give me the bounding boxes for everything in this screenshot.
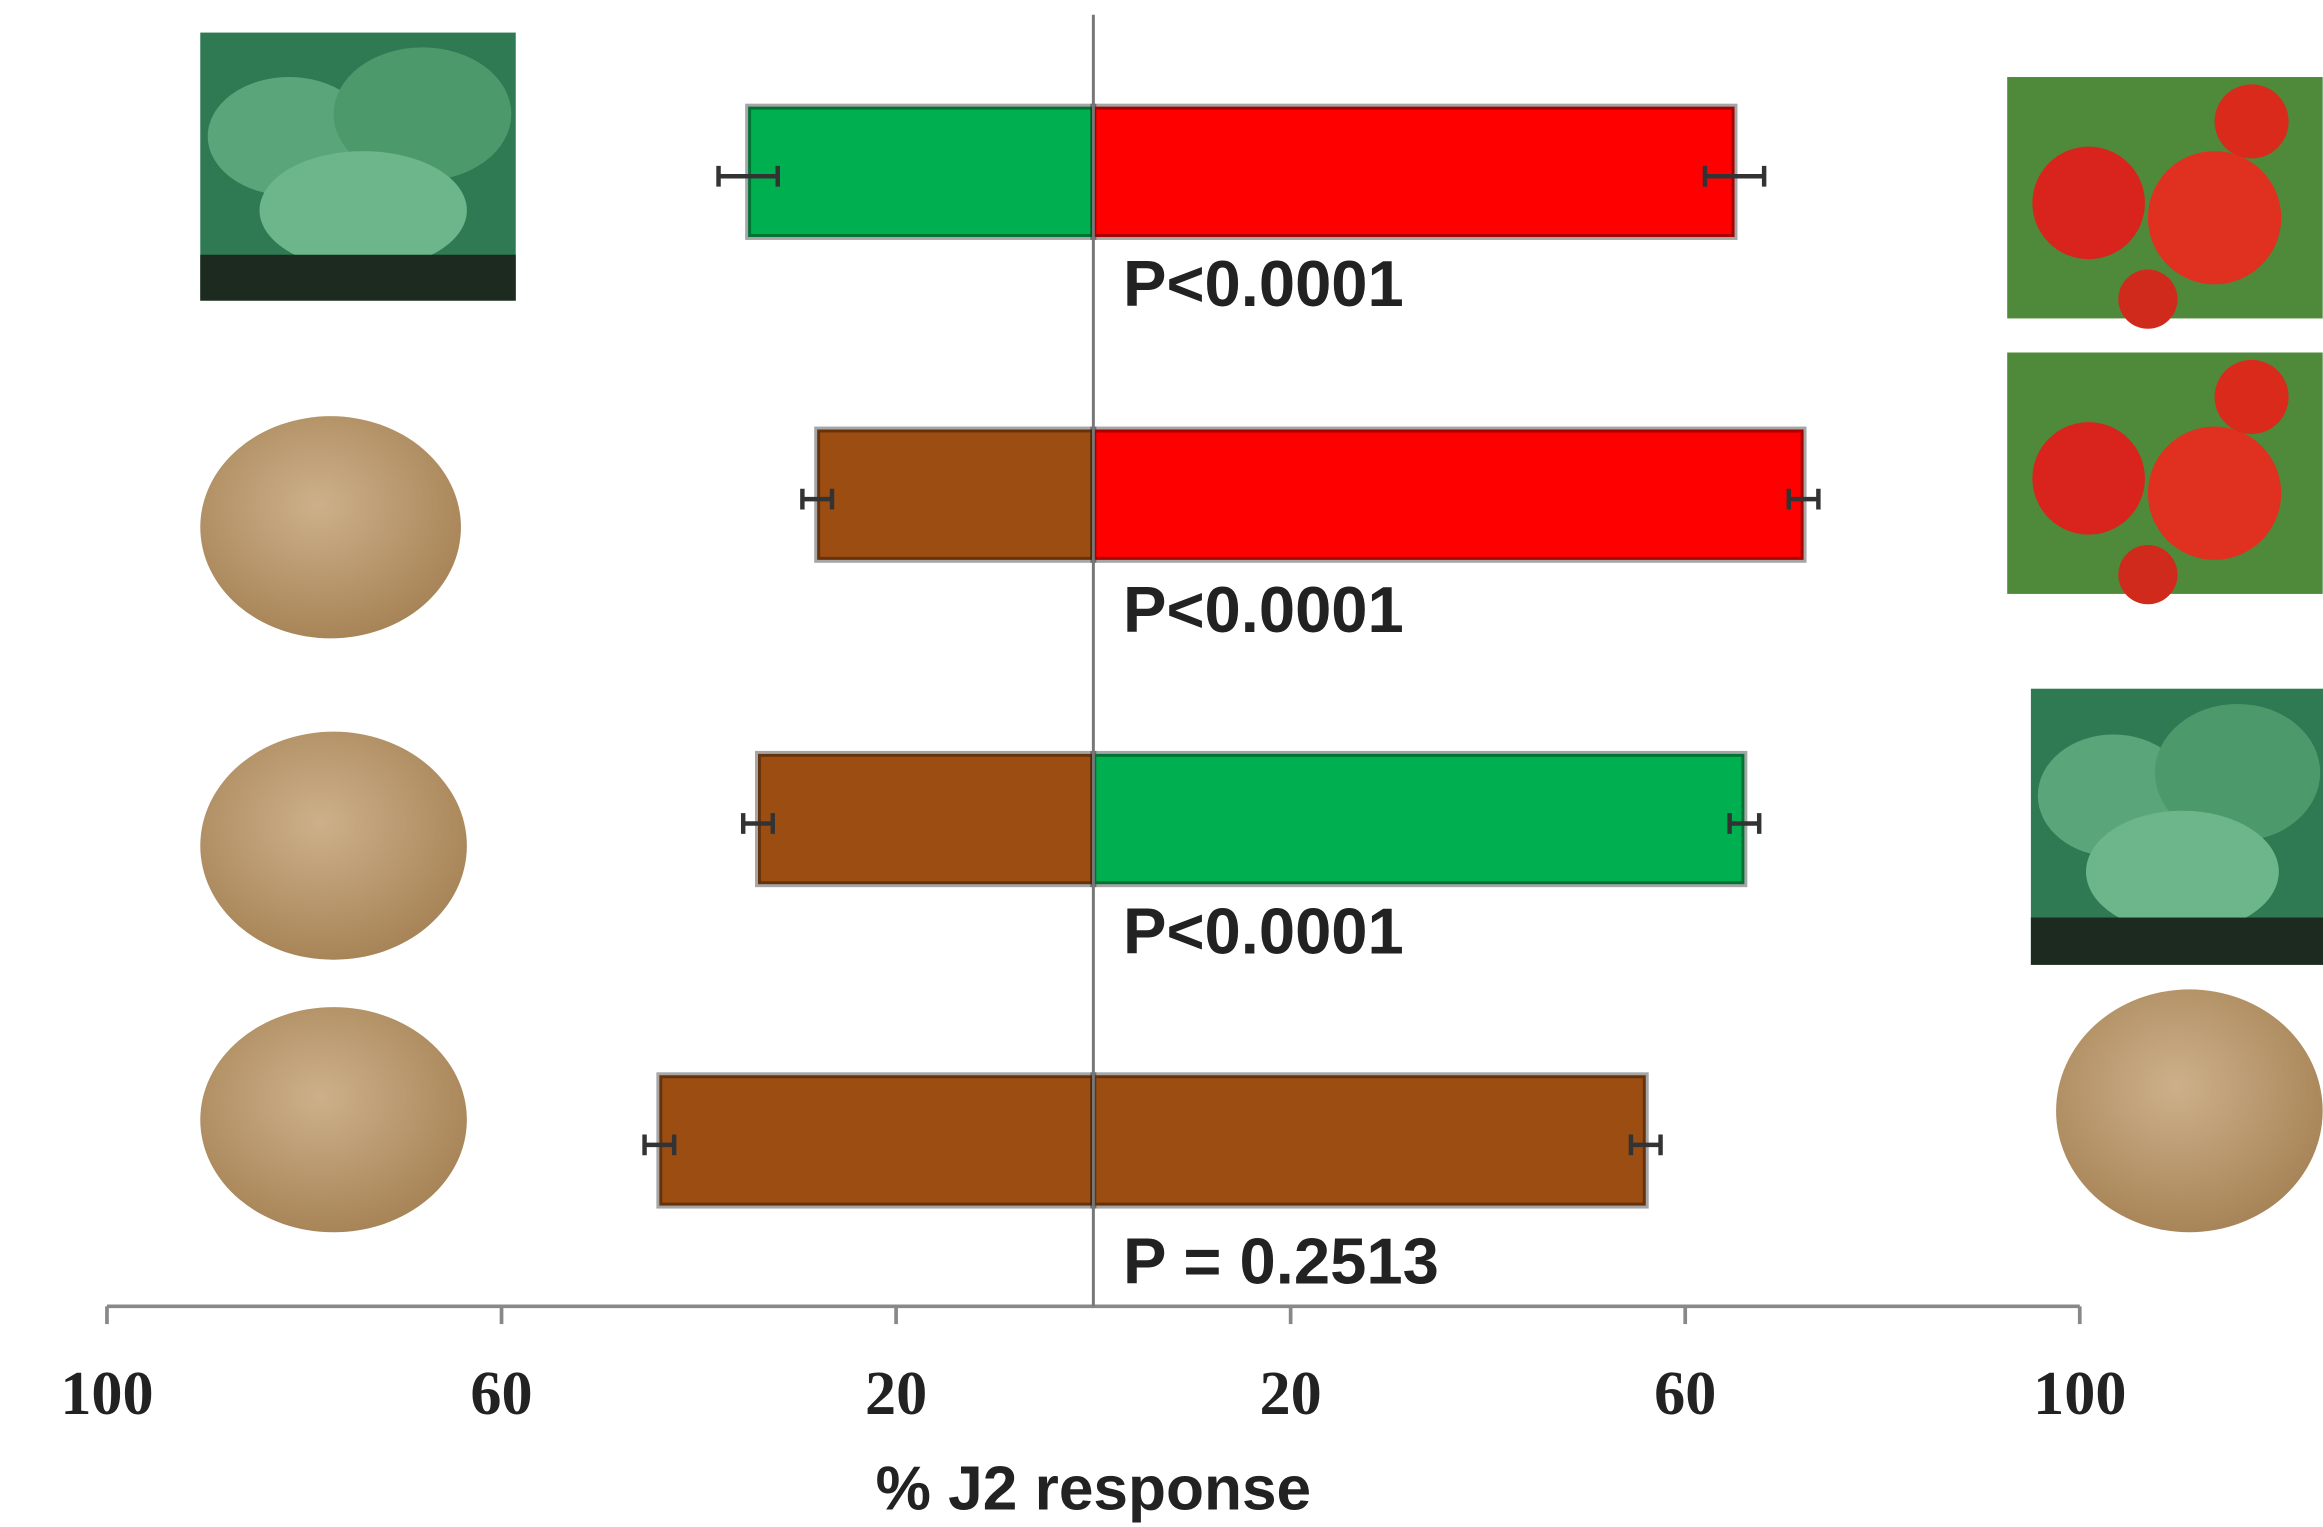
p-value: P<0.0001 (1123, 247, 1404, 320)
tomato-icon (2007, 352, 2322, 604)
chart: % J2 response 20 60 100 20 60 100 P<0.0001 P<0.… (0, 0, 2323, 1527)
bar (748, 107, 1093, 237)
bar (659, 1075, 1093, 1205)
x-tick-label: 60 (1654, 1360, 1716, 1428)
x-axis-title: % J2 response (876, 1454, 1312, 1523)
p-value: P = 0.2513 (1123, 1225, 1439, 1298)
bar (1093, 754, 1744, 884)
p-value: P<0.0001 (1123, 894, 1404, 967)
bar (1093, 107, 1734, 237)
tomato-icon (2007, 77, 2322, 329)
bar (817, 430, 1093, 560)
x-tick-label: 60 (470, 1360, 532, 1428)
soil-icon (200, 416, 461, 638)
soil-icon (200, 732, 467, 960)
soil-icon (200, 1007, 467, 1232)
x-tick-label: 20 (1260, 1360, 1322, 1428)
bar (758, 754, 1093, 884)
p-value: P<0.0001 (1123, 573, 1404, 646)
plant-icon (200, 33, 515, 301)
x-tick-label: 100 (2033, 1360, 2126, 1428)
plant-icon (2031, 689, 2323, 965)
x-tick-label: 20 (865, 1360, 927, 1428)
bar (1093, 430, 1803, 560)
soil-icon (2056, 989, 2323, 1232)
x-tick-label: 100 (60, 1360, 153, 1428)
bar (1093, 1075, 1645, 1205)
